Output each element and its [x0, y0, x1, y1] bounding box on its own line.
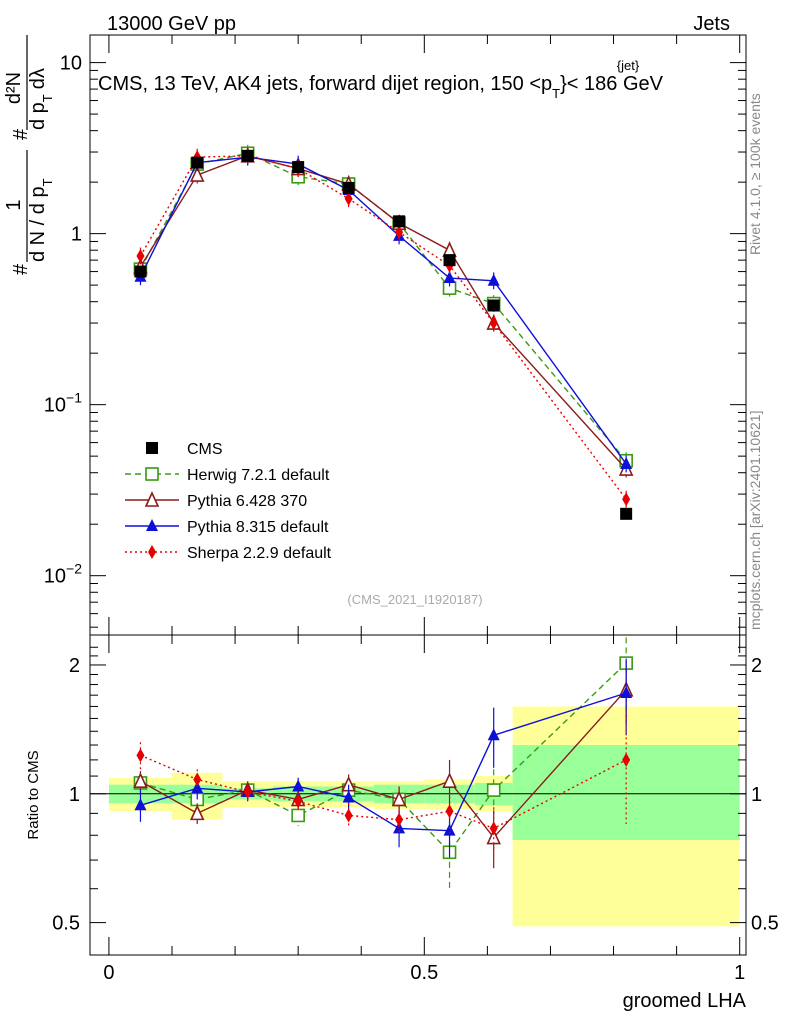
ratio-line-sherpa-2-2-9-default: [140, 754, 627, 830]
ratio-y-label: Ratio to CMS: [25, 750, 42, 839]
ratio-point-pythia-6-428-370: [189, 804, 205, 821]
x-tick-label: 0.5: [410, 962, 438, 984]
y-tick-label: 1: [71, 224, 82, 246]
ratio-tick-label: 2: [69, 655, 80, 677]
header-left: 13000 GeV pp: [107, 13, 236, 35]
legend-label-cms: CMS: [187, 441, 223, 458]
plot-title: CMS, 13 TeV, AK4 jets, forward dijet reg…: [98, 73, 664, 101]
y-label-hash: #: [10, 263, 32, 275]
ratio-point-sherpa-2-2-9-default: [622, 752, 631, 767]
data-point-cms: [342, 181, 355, 194]
ratio-axis-ticks: 0 0.5 1 0.5 0.5 1 1 2 2: [52, 635, 779, 984]
rivet-version: Rivet 4.1.0, ≥ 100k events: [747, 93, 763, 255]
ratio-point-sherpa-2-2-9-default: [243, 784, 252, 799]
data-point-sherpa-2-2-9-default: [489, 316, 498, 331]
ratio-tick-label: 0.5: [52, 913, 80, 935]
main-axis-ticks: 10−2 10−1 1 10: [44, 35, 746, 635]
ratio-tick-label: 2: [751, 655, 762, 677]
ratio-point-pythia-8-315-default: [134, 798, 147, 811]
analysis-id: (CMS_2021_I1920187): [347, 592, 482, 607]
ratio-point-pythia-8-315-default: [292, 779, 305, 792]
ratio-point-sherpa-2-2-9-default: [136, 748, 145, 763]
header-right: Jets: [693, 13, 730, 35]
data-point-cms: [292, 161, 305, 174]
data-point-cms: [134, 265, 147, 278]
ratio-point-pythia-6-428-370: [133, 772, 148, 789]
ratio-point-pythia-8-315-default: [620, 685, 633, 698]
ratio-point-sherpa-2-2-9-default: [294, 794, 303, 809]
legend: CMS Herwig 7.2.1 default Pythia 6.428 370 P…: [125, 441, 332, 562]
legend-marker-pythia-6-428-370: [144, 491, 160, 507]
y-tick-label: 10−2: [44, 561, 82, 588]
ratio-point-sherpa-2-2-9-default: [344, 808, 353, 823]
y-label-frac1-num: 1: [3, 199, 25, 210]
ratio-series-layer: [133, 637, 634, 889]
series-line-pythia-6-428-370: [139, 155, 627, 470]
legend-marker-sherpa-2-2-9-default: [148, 545, 156, 559]
data-point-sherpa-2-2-9-default: [344, 191, 353, 206]
ratio-point-sherpa-2-2-9-default: [193, 772, 202, 787]
y-label-hash2: #: [10, 128, 32, 140]
data-point-cms: [443, 254, 456, 267]
data-point-pythia-8-315-default: [620, 456, 633, 469]
ratio-point-sherpa-2-2-9-default: [445, 804, 454, 819]
ratio-point-herwig-7-2-1-default: [291, 808, 305, 823]
ratio-point-pythia-6-428-370: [442, 772, 457, 789]
data-point-cms: [620, 507, 633, 520]
ratio-point-pythia-8-315-default: [191, 781, 204, 794]
ratio-point-pythia-8-315-default: [342, 790, 355, 803]
legend-label-sherpa-2-2-9-default: Sherpa 2.2.9 default: [187, 545, 332, 562]
ratio-plot-frame: [89, 634, 747, 956]
series-line-herwig-7-2-1-default: [139, 152, 627, 462]
y-axis-label: # 1 d N / d pT # d²N d pTdλ: [3, 35, 55, 275]
x-tick-label: 1: [734, 962, 745, 984]
data-point-sherpa-2-2-9-default: [136, 248, 145, 263]
data-point-pythia-8-315-default: [443, 271, 456, 284]
ratio-tick-label: 0.5: [751, 913, 779, 935]
y-label-frac1-den: d N / d pT: [27, 178, 55, 262]
data-point-pythia-6-428-370: [189, 166, 205, 182]
data-point-cms: [393, 215, 406, 228]
legend-label-pythia-6-428-370: Pythia 6.428 370: [187, 493, 307, 510]
y-label-frac2-num: d²N: [3, 72, 25, 104]
y-tick-label: 10: [60, 53, 82, 75]
data-point-pythia-8-315-default: [487, 273, 500, 286]
series-line-pythia-8-315-default: [139, 156, 627, 465]
plot-title-superscript: {jet}: [617, 58, 640, 73]
legend-marker-pythia-8-315-default: [146, 519, 158, 531]
data-point-sherpa-2-2-9-default: [395, 225, 404, 240]
ratio-point-sherpa-2-2-9-default: [489, 821, 498, 836]
ratio-point-pythia-8-315-default: [443, 823, 456, 836]
x-tick-label: 0: [103, 962, 114, 984]
ratio-point-pythia-8-315-default: [487, 728, 500, 741]
x-axis-label: groomed LHA: [623, 990, 747, 1012]
mcplots-credit: mcplots.cern.ch [arXiv:2401.10621]: [747, 411, 763, 630]
y-tick-label: 10−1: [44, 390, 82, 417]
y-label-frac2-den: d pTdλ: [27, 68, 55, 130]
main-series-layer: [133, 144, 634, 520]
data-point-cms: [241, 149, 254, 162]
ratio-uncertainty-bands: [108, 706, 740, 927]
data-point-cms: [487, 299, 500, 312]
legend-marker-herwig-7-2-1-default: [145, 467, 159, 481]
ratio-tick-label: 1: [751, 784, 762, 806]
legend-marker-cms: [146, 442, 158, 454]
ratio-point-pythia-8-315-default: [393, 821, 406, 834]
legend-label-herwig-7-2-1-default: Herwig 7.2.1 default: [187, 467, 330, 484]
data-point-cms: [191, 156, 204, 169]
ratio-point-sherpa-2-2-9-default: [395, 812, 404, 827]
ratio-tick-label: 1: [69, 784, 80, 806]
legend-label-pythia-8-315-default: Pythia 8.315 default: [187, 519, 329, 536]
data-point-sherpa-2-2-9-default: [622, 492, 631, 507]
ratio-point-herwig-7-2-1-default: [486, 783, 501, 797]
